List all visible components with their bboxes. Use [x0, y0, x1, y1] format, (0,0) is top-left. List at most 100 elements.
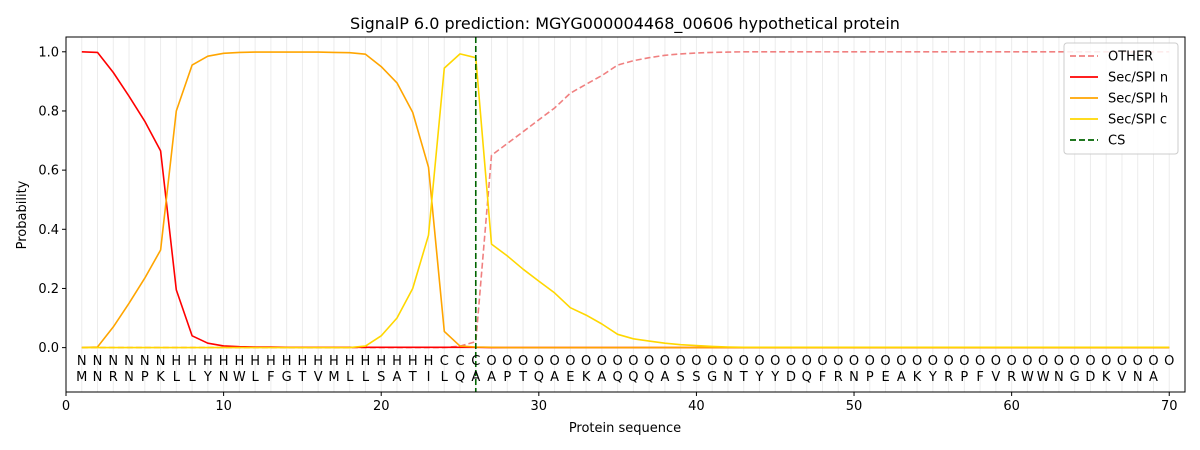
residue-letter: Q [644, 370, 654, 385]
residue-letter: D [1085, 370, 1095, 385]
x-tick-label: 0 [62, 399, 70, 414]
series-line-other [81, 50, 1170, 349]
x-axis-label: Protein sequence [569, 421, 681, 436]
residue-letter: T [408, 370, 417, 385]
residue-letter: R [1007, 370, 1016, 385]
region-label: H [219, 354, 229, 369]
residue-letter: R [944, 370, 953, 385]
residue-letter: Y [770, 370, 779, 385]
residue-letter: T [739, 370, 748, 385]
region-label: O [644, 354, 654, 369]
residue-letter: E [881, 370, 889, 385]
region-label: O [707, 354, 717, 369]
residue-letter: P [503, 370, 511, 385]
chart-title: SignalP 6.0 prediction: MGYG000004468_00… [350, 14, 900, 34]
residue-letter: Y [203, 370, 212, 385]
residue-letter: Q [534, 370, 544, 385]
region-label: O [1133, 354, 1143, 369]
axes-frame [65, 36, 1186, 393]
y-tick-label: 0.2 [38, 282, 59, 297]
residue-letter: M [328, 370, 339, 385]
residue-letter: F [267, 370, 274, 385]
residue-letter: N [849, 370, 859, 385]
residue-letter: N [93, 370, 103, 385]
region-label: O [502, 354, 512, 369]
region-label: O [486, 354, 496, 369]
x-tick-label: 50 [846, 399, 863, 414]
residue-letter: Y [928, 370, 937, 385]
y-tick-label: 0.8 [38, 104, 59, 119]
y-tick-label: 0.0 [38, 341, 59, 356]
residue-letter: Q [613, 370, 623, 385]
region-label: O [786, 354, 796, 369]
residue-letter: V [991, 370, 1000, 385]
region-label: O [613, 354, 623, 369]
region-label: H [392, 354, 402, 369]
region-label: O [975, 354, 985, 369]
region-label: O [628, 354, 638, 369]
region-label: O [691, 354, 701, 369]
residue-letter: P [866, 370, 874, 385]
region-label: C [440, 354, 449, 369]
residue-letter: F [976, 370, 983, 385]
region-label: H [361, 354, 371, 369]
residue-letter: A [487, 370, 496, 385]
region-label: H [376, 354, 386, 369]
residue-letter: A [897, 370, 906, 385]
y-tick-label: 0.4 [38, 223, 59, 238]
residue-letter: E [566, 370, 574, 385]
residue-letter: W [233, 370, 246, 385]
residue-letter: L [188, 370, 196, 385]
x-ticks: 0 10 20 30 40 50 60 70 [62, 392, 1178, 414]
region-label: O [1070, 354, 1080, 369]
region-label: O [549, 354, 559, 369]
legend: OTHER Sec/SPI n Sec/SPI h Sec/SPI c CS [1063, 42, 1179, 155]
residue-letter: S [377, 370, 385, 385]
legend-label: Sec/SPI n [1108, 71, 1168, 86]
region-label: O [849, 354, 859, 369]
region-label: H [203, 354, 213, 369]
series-line-sec-spi-c [81, 53, 1170, 349]
region-label: H [424, 354, 434, 369]
plot-frame [65, 36, 1186, 393]
region-label: O [723, 354, 733, 369]
region-label: O [1117, 354, 1127, 369]
region-label: O [959, 354, 969, 369]
residue-letter: L [346, 370, 354, 385]
region-label: O [865, 354, 875, 369]
region-label: O [1148, 354, 1158, 369]
residue-letter: N [723, 370, 733, 385]
region-label: N [77, 354, 87, 369]
region-label: H [282, 354, 292, 369]
residue-letter: A [597, 370, 606, 385]
residue-letter: N [1054, 370, 1064, 385]
residue-letter: W [1021, 370, 1034, 385]
residue-letter: P [141, 370, 149, 385]
region-label: O [912, 354, 922, 369]
residue-letter: K [582, 370, 591, 385]
residue-letter: L [252, 370, 260, 385]
region-label: O [1038, 354, 1048, 369]
residue-letter: P [960, 370, 968, 385]
residue-letter: A [660, 370, 669, 385]
residue-letter: A [393, 370, 402, 385]
series-line-sec-spi-n [81, 51, 1170, 349]
region-label: O [1054, 354, 1064, 369]
x-tick-label: 30 [531, 399, 548, 414]
region-label: O [597, 354, 607, 369]
legend-label: Sec/SPI c [1108, 113, 1167, 128]
residue-letter: Y [754, 370, 763, 385]
residue-letter: A [471, 370, 480, 385]
residue-letter: M [76, 370, 87, 385]
region-label: O [518, 354, 528, 369]
region-label: H [345, 354, 355, 369]
residue-letter: G [282, 370, 292, 385]
region-label: H [408, 354, 418, 369]
residue-letter: S [677, 370, 685, 385]
residue-letter: L [173, 370, 181, 385]
residue-letter: I [427, 370, 431, 385]
residue-letter: F [819, 370, 826, 385]
series-line-sec-spi-h [81, 51, 1170, 349]
region-label: O [1085, 354, 1095, 369]
